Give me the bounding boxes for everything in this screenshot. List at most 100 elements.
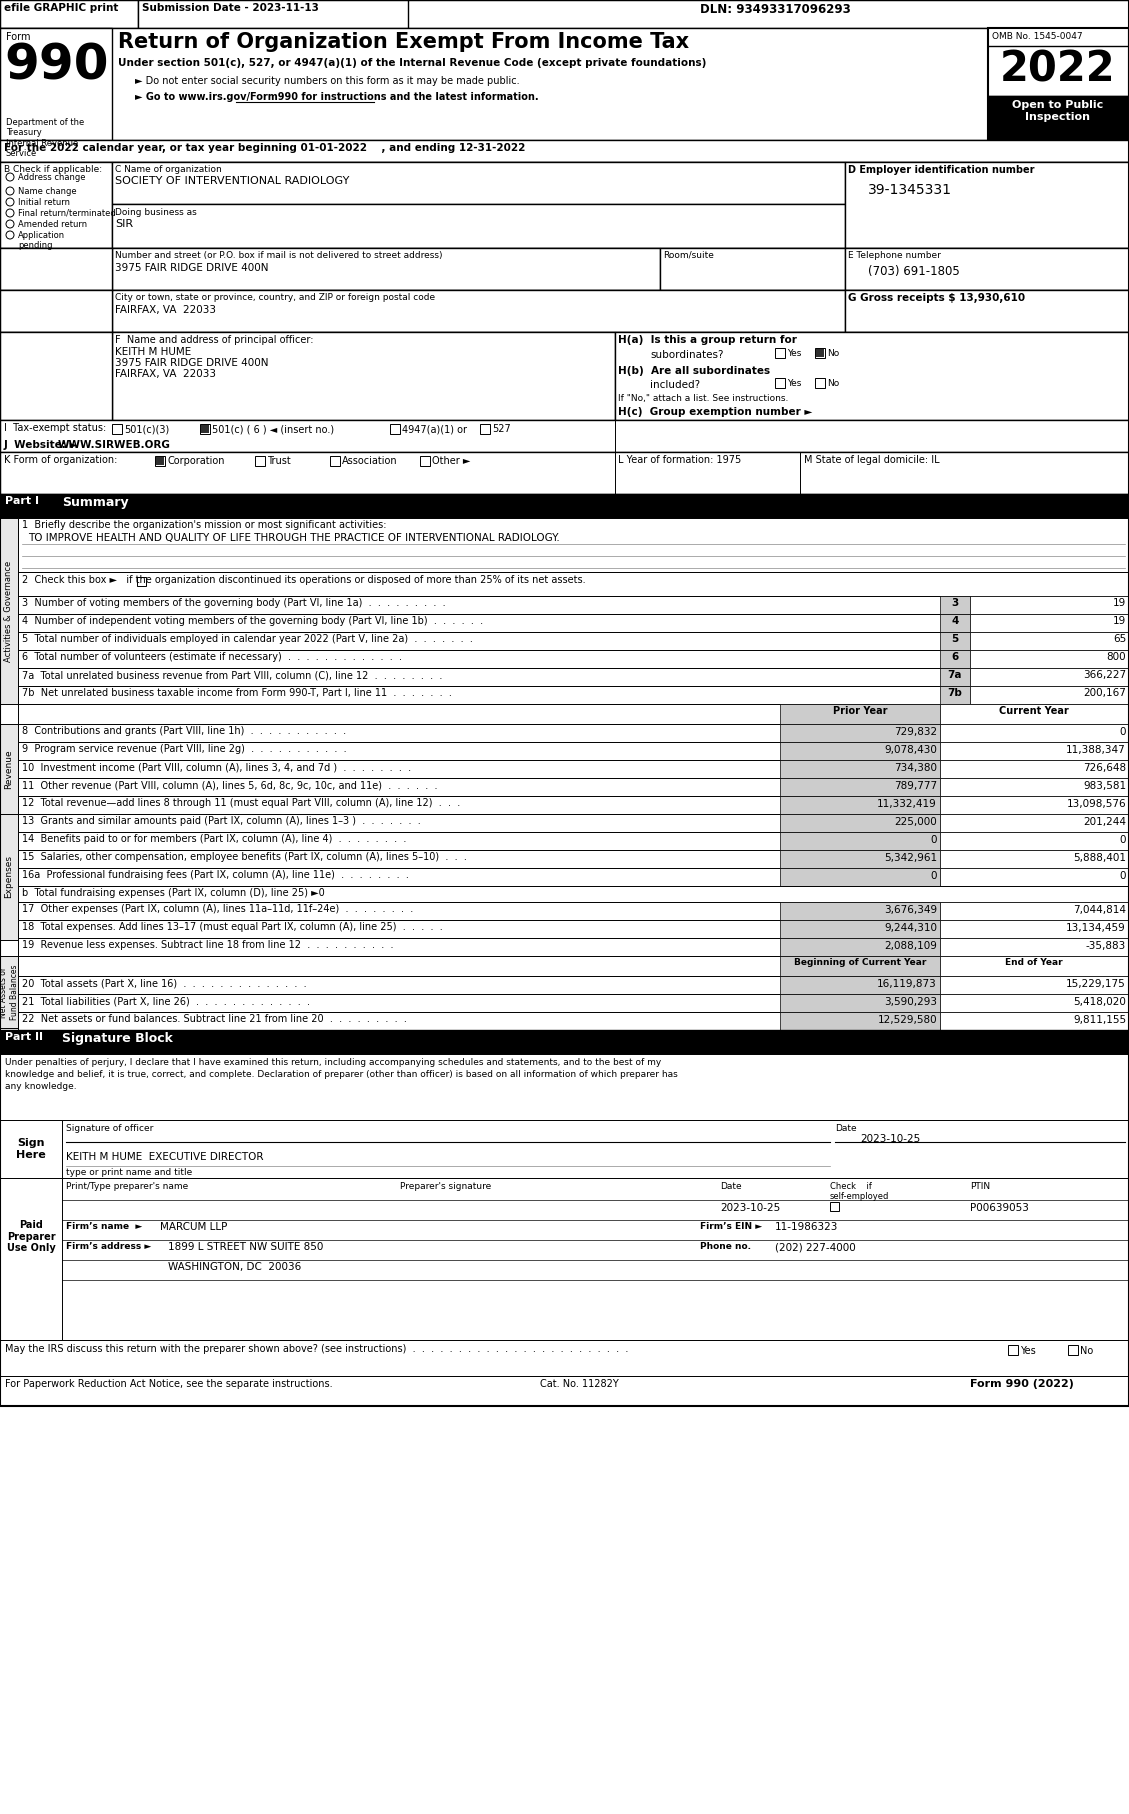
Text: Under penalties of perjury, I declare that I have examined this return, includin: Under penalties of perjury, I declare th…	[5, 1058, 662, 1067]
Text: J  Website: ►: J Website: ►	[5, 441, 79, 450]
Text: 17  Other expenses (Part IX, column (A), lines 11a–11d, 11f–24e)  .  .  .  .  . : 17 Other expenses (Part IX, column (A), …	[21, 903, 413, 914]
Text: KEITH M HUME  EXECUTIVE DIRECTOR: KEITH M HUME EXECUTIVE DIRECTOR	[65, 1152, 263, 1163]
Text: 6: 6	[952, 651, 959, 662]
Text: Firm’s EIN ►: Firm’s EIN ►	[700, 1223, 762, 1232]
Bar	[0, 249, 112, 290]
Text: M State of legal domicile: IL: M State of legal domicile: IL	[804, 455, 939, 464]
Text: Phone no.: Phone no.	[700, 1243, 751, 1252]
Bar	[780, 833, 940, 851]
Bar	[0, 0, 1129, 1406]
Bar	[0, 452, 1129, 493]
Bar	[774, 377, 785, 388]
Bar	[780, 994, 940, 1012]
Bar	[940, 649, 970, 668]
Bar	[18, 649, 1129, 668]
Bar	[18, 920, 1129, 938]
Text: TO IMPROVE HEALTH AND QUALITY OF LIFE THROUGH THE PRACTICE OF INTERVENTIONAL RAD: TO IMPROVE HEALTH AND QUALITY OF LIFE TH…	[28, 533, 560, 542]
Bar	[18, 519, 1129, 571]
Bar	[780, 796, 940, 814]
Bar	[970, 686, 1129, 704]
Bar	[0, 332, 1129, 421]
Bar	[18, 796, 1129, 814]
Text: 11  Other revenue (Part VIII, column (A), lines 5, 6d, 8c, 9c, 10c, and 11e)  . : 11 Other revenue (Part VIII, column (A),…	[21, 780, 438, 791]
Text: 3,676,349: 3,676,349	[884, 905, 937, 914]
Bar	[390, 424, 400, 434]
Bar	[0, 290, 1129, 332]
Text: Address change: Address change	[18, 172, 86, 181]
Text: Corporation: Corporation	[167, 455, 225, 466]
Text: 3,590,293: 3,590,293	[884, 998, 937, 1007]
Bar	[660, 249, 844, 290]
Text: 7a  Total unrelated business revenue from Part VIII, column (C), line 12  .  .  : 7a Total unrelated business revenue from…	[21, 669, 443, 680]
Bar	[18, 724, 1129, 742]
Text: Department of the
Treasury
Internal Revenue
Service: Department of the Treasury Internal Reve…	[6, 118, 85, 158]
Bar	[112, 290, 844, 332]
Bar	[330, 455, 340, 466]
Bar	[780, 851, 940, 869]
Text: 2023-10-25: 2023-10-25	[860, 1134, 920, 1145]
Text: 3975 FAIR RIDGE DRIVE 400N: 3975 FAIR RIDGE DRIVE 400N	[115, 357, 269, 368]
Bar	[0, 493, 1129, 519]
Bar	[970, 649, 1129, 668]
Bar	[0, 249, 1129, 290]
Text: 13,134,459: 13,134,459	[1066, 923, 1126, 932]
Bar	[830, 1203, 839, 1212]
Bar	[940, 668, 970, 686]
Text: 3975 FAIR RIDGE DRIVE 400N: 3975 FAIR RIDGE DRIVE 400N	[115, 263, 269, 272]
Bar	[940, 1012, 1129, 1030]
Text: H(b)  Are all subordinates: H(b) Are all subordinates	[618, 366, 770, 375]
Text: For Paperwork Reduction Act Notice, see the separate instructions.: For Paperwork Reduction Act Notice, see …	[5, 1379, 333, 1390]
Bar	[112, 161, 844, 203]
Text: Signature Block: Signature Block	[62, 1032, 173, 1045]
Text: FAIRFAX, VA  22033: FAIRFAX, VA 22033	[115, 368, 216, 379]
Text: Check    if
self-employed: Check if self-employed	[830, 1183, 890, 1201]
Bar	[138, 0, 408, 27]
Text: D Employer identification number: D Employer identification number	[848, 165, 1034, 174]
Text: Part II: Part II	[5, 1032, 43, 1041]
Bar	[18, 597, 1129, 613]
Text: Beginning of Current Year: Beginning of Current Year	[794, 958, 926, 967]
Text: 65: 65	[1113, 635, 1126, 644]
Bar	[780, 902, 940, 920]
Text: 4947(a)(1) or: 4947(a)(1) or	[402, 424, 467, 434]
Text: Name change: Name change	[18, 187, 77, 196]
Text: b  Total fundraising expenses (Part IX, column (D), line 25) ►0: b Total fundraising expenses (Part IX, c…	[21, 889, 325, 898]
Bar	[0, 161, 1129, 249]
Bar	[1068, 1344, 1078, 1355]
Text: 789,777: 789,777	[894, 782, 937, 791]
Bar	[815, 348, 825, 357]
Text: 0: 0	[930, 871, 937, 882]
Text: Number and street (or P.O. box if mail is not delivered to street address): Number and street (or P.O. box if mail i…	[115, 250, 443, 259]
Text: Form 990 (2022): Form 990 (2022)	[970, 1379, 1074, 1390]
Bar	[940, 814, 1129, 833]
Bar	[201, 424, 209, 434]
Text: 19: 19	[1113, 617, 1126, 626]
Text: Date: Date	[720, 1183, 742, 1192]
Text: (703) 691-1805: (703) 691-1805	[868, 265, 960, 278]
Bar	[844, 161, 1129, 249]
Bar	[780, 724, 940, 742]
Bar	[0, 814, 18, 940]
Text: End of Year: End of Year	[1005, 958, 1062, 967]
Bar	[0, 1054, 1129, 1119]
Bar	[940, 742, 1129, 760]
Bar	[0, 290, 112, 332]
Bar	[780, 778, 940, 796]
Bar	[0, 519, 18, 704]
Text: No: No	[828, 379, 839, 388]
Bar	[940, 597, 970, 613]
Bar	[18, 778, 1129, 796]
Bar	[844, 249, 1129, 290]
Text: Signature of officer: Signature of officer	[65, 1125, 154, 1134]
Text: Activities & Governance: Activities & Governance	[5, 561, 14, 662]
Text: Other ►: Other ►	[432, 455, 471, 466]
Text: 726,648: 726,648	[1083, 764, 1126, 773]
Bar	[0, 27, 112, 140]
Bar	[0, 1030, 1129, 1054]
Bar	[940, 956, 1129, 976]
Bar	[18, 869, 1129, 885]
Bar	[940, 976, 1129, 994]
Text: Submission Date - 2023-11-13: Submission Date - 2023-11-13	[142, 4, 318, 13]
Text: Expenses: Expenses	[5, 856, 14, 898]
Bar	[0, 0, 138, 27]
